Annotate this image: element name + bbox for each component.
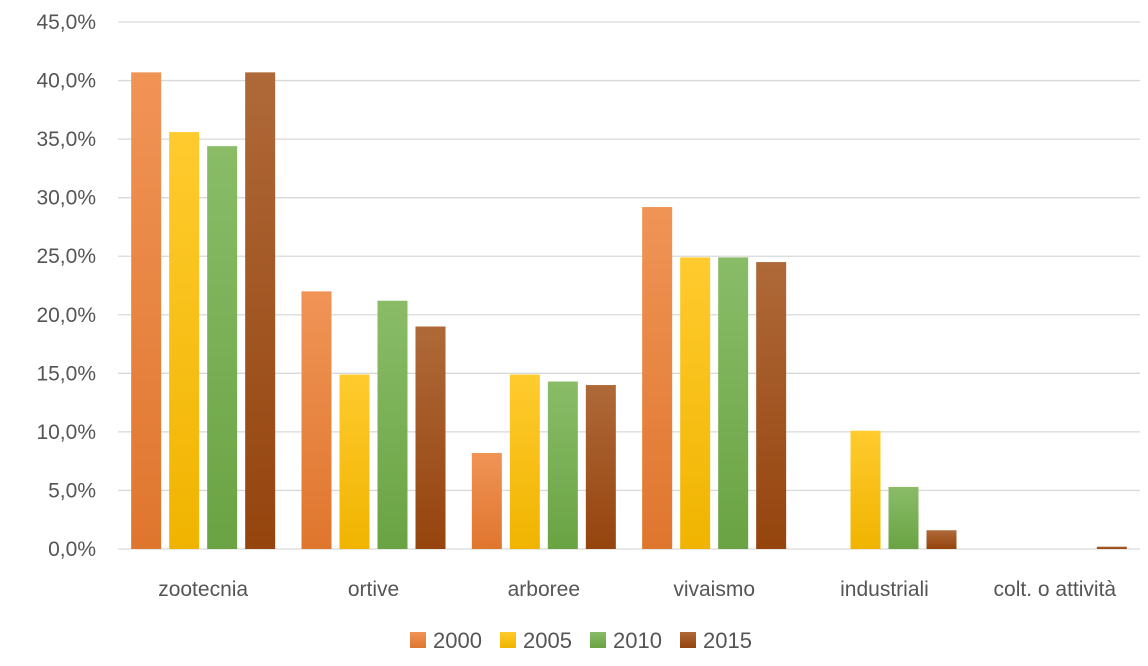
bar-2015 bbox=[1096, 546, 1127, 549]
bar-2000 bbox=[642, 207, 673, 549]
legend-swatch bbox=[680, 632, 696, 648]
x-axis-category-labels: zootecnia ortive arboree vivaismo industrial… bbox=[158, 578, 1116, 601]
legend-item-2010: 2010 bbox=[590, 628, 662, 653]
legend-swatch bbox=[410, 632, 426, 648]
bar-2015 bbox=[926, 530, 957, 549]
bar-2005 bbox=[680, 257, 711, 549]
legend-item-2005: 2005 bbox=[500, 628, 572, 653]
legend-item-2000: 2000 bbox=[410, 628, 482, 653]
bar-2005 bbox=[509, 374, 540, 549]
gridlines bbox=[118, 21, 1140, 550]
legend: 2000 2005 2010 2015 bbox=[410, 628, 752, 653]
y-tick-label: 0,0% bbox=[48, 538, 96, 561]
legend-swatch bbox=[500, 632, 516, 648]
y-tick-label: 40,0% bbox=[36, 70, 96, 93]
y-tick-label: 10,0% bbox=[36, 421, 96, 444]
y-tick-label: 45,0% bbox=[36, 11, 96, 34]
bars bbox=[131, 72, 1127, 550]
y-tick-label: 5,0% bbox=[48, 479, 96, 502]
legend-label: 2000 bbox=[433, 628, 482, 653]
legend-swatch bbox=[590, 632, 606, 648]
bar-2010 bbox=[547, 381, 578, 549]
bar-2015 bbox=[585, 385, 616, 549]
x-category-label: colt. o attività bbox=[994, 578, 1117, 601]
bar-2015 bbox=[756, 262, 787, 549]
legend-item-2015: 2015 bbox=[680, 628, 752, 653]
y-axis-tick-labels: 0,0% 5,0% 10,0% 15,0% 20,0% 25,0% 30,0% 35,0% 40… bbox=[36, 11, 96, 561]
x-category-label: vivaismo bbox=[673, 578, 755, 601]
y-tick-label: 25,0% bbox=[36, 245, 96, 268]
y-tick-label: 35,0% bbox=[36, 128, 96, 151]
bar-2000 bbox=[471, 452, 502, 549]
x-category-label: zootecnia bbox=[158, 578, 248, 601]
bar-2005 bbox=[850, 430, 881, 549]
legend-label: 2005 bbox=[523, 628, 572, 653]
y-tick-label: 30,0% bbox=[36, 187, 96, 210]
bar-2005 bbox=[169, 132, 200, 549]
bar-2005 bbox=[339, 374, 370, 549]
x-category-label: arboree bbox=[508, 578, 580, 601]
bar-2010 bbox=[207, 146, 238, 550]
bar-2015 bbox=[415, 326, 446, 549]
bar-2000 bbox=[301, 291, 332, 549]
y-tick-label: 20,0% bbox=[36, 304, 96, 327]
bar-2010 bbox=[377, 300, 408, 549]
x-category-label: ortive bbox=[348, 578, 399, 601]
legend-label: 2010 bbox=[613, 628, 662, 653]
bar-2015 bbox=[245, 72, 276, 549]
legend-label: 2015 bbox=[703, 628, 752, 653]
x-category-label: industriali bbox=[840, 578, 929, 601]
bar-2010 bbox=[888, 486, 919, 549]
bar-2010 bbox=[718, 257, 749, 549]
bar-2000 bbox=[131, 72, 162, 549]
y-tick-label: 15,0% bbox=[36, 362, 96, 385]
